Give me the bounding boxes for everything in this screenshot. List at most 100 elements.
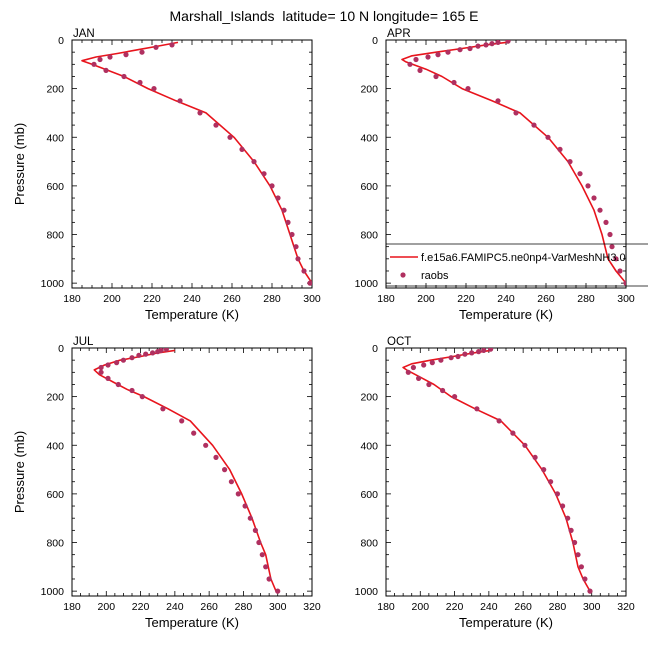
chart-2-y-tick-label: 800 (46, 538, 64, 550)
chart-2-y-tick-label: 200 (46, 392, 64, 404)
chart-0-y-tick-label: 0 (58, 35, 64, 47)
chart-3-model-line (402, 349, 591, 592)
chart-1-x-tick-label: 300 (617, 293, 635, 305)
chart-3-obs-point (532, 454, 538, 460)
chart-1-obs-point (591, 195, 597, 201)
chart-2-obs-point (155, 349, 161, 355)
chart-1-obs-point (425, 54, 431, 60)
chart-3-obs-point (438, 357, 444, 363)
chart-0-x-tick-label: 280 (263, 293, 281, 305)
chart-0-x-tick-label: 180 (63, 293, 81, 305)
chart-3-y-tick-label: 1000 (355, 586, 379, 598)
chart-3-obs-point (481, 348, 487, 353)
chart-1-obs-point (475, 43, 481, 49)
chart-1-obs-point (417, 67, 423, 73)
legend: f.e15a6.FAMIPC5.ne0np4-VarMeshNH3.0 raob… (386, 243, 648, 287)
chart-1-obs-point (585, 183, 591, 189)
chart-0-obs-point (307, 280, 312, 286)
chart-2-x-tick-label: 200 (98, 601, 116, 613)
chart-0-y-tick-label: 1000 (41, 278, 65, 290)
chart-2-x-tick-label: 220 (132, 601, 150, 613)
chart-3-x-tick-label: 280 (549, 601, 567, 613)
chart-2-obs-point (191, 430, 197, 436)
chart-0-x-tick-label: 300 (303, 293, 321, 305)
chart-3-obs-point (426, 381, 432, 388)
chart-0-obs-point (301, 268, 307, 274)
chart-1-obs-point (413, 56, 419, 63)
chart-1-obs-point (407, 61, 413, 67)
chart-1-x-tick-label: 260 (537, 293, 555, 305)
chart-1-plot-frame (385, 39, 627, 289)
chart-3-obs-point (429, 360, 435, 366)
chart-3-x-tick-label: 320 (617, 601, 635, 613)
chart-1-y-tick-label: 200 (360, 84, 378, 96)
chart-1-y-tick-label: 0 (372, 35, 378, 47)
chart-0-obs-point (285, 219, 291, 225)
chart-3-obs-point (474, 406, 480, 412)
chart-3-obs-point (410, 364, 416, 371)
chart-2-x-tick-label: 180 (63, 601, 81, 613)
chart-3-obs-point (548, 479, 554, 485)
chart-2-obs-point (263, 564, 269, 570)
chart-1-y-tick-label: 1000 (355, 278, 379, 290)
chart-0-x-axis-label: Temperature (K) (145, 307, 239, 322)
chart-3-y-tick-label: 600 (360, 489, 378, 501)
legend-model-label: f.e15a6.FAMIPC5.ne0np4-VarMeshNH3.0 (421, 252, 626, 264)
chart-0-y-tick-label: 800 (46, 230, 64, 242)
chart-1-obs-point (451, 79, 457, 86)
chart-1-obs-point (531, 122, 537, 128)
chart-2-obs-point (256, 539, 262, 546)
chart-2-obs-point (114, 360, 120, 366)
chart-2-obs-point (247, 515, 253, 521)
panel-apr: 180 200 220 240 260 280 300 0 200 400 600 800 1000 AP… (355, 28, 635, 322)
chart-3-y-tick-label: 0 (372, 343, 378, 355)
chart-0-obs-point (261, 171, 267, 177)
chart-2-obs-point (136, 352, 142, 358)
chart-2-obs-point (120, 357, 126, 363)
chart-3-obs-point (455, 353, 461, 360)
chart-3-obs-point (448, 355, 454, 361)
chart-2-obs-point (143, 351, 149, 357)
chart-0-y-tick-label: 400 (46, 132, 64, 144)
chart-3-obs-point (405, 369, 411, 375)
chart-0-obs-point (177, 98, 183, 104)
chart-3-obs-point (522, 442, 528, 448)
chart-3-plot-frame (385, 347, 627, 597)
chart-2-plot-frame (71, 347, 313, 597)
chart-1-obs-point (483, 42, 489, 48)
chart-0-obs-point (97, 56, 103, 63)
chart-3-obs-point (554, 491, 561, 497)
chart-0-obs-point (153, 44, 159, 50)
chart-3-obs-point (578, 564, 585, 570)
chart-1-y-tick-label: 600 (360, 181, 378, 193)
chart-1-obs-point (505, 40, 511, 44)
legend-obs-marker (400, 272, 406, 278)
chart-0-obs-point (275, 195, 281, 201)
chart-1-obs-point (465, 86, 471, 92)
chart-0-x-tick-label: 260 (223, 293, 241, 305)
chart-1-obs-point (597, 207, 603, 213)
chart-0-y-axis-label: Pressure (mb) (12, 123, 27, 205)
chart-1-obs-point (545, 134, 551, 140)
chart-3-obs-point (572, 539, 578, 546)
chart-3-obs-point (452, 394, 458, 400)
chart-0-obs-point (269, 183, 275, 189)
chart-2-x-tick-label: 300 (269, 601, 287, 613)
chart-2-obs-point (213, 454, 219, 460)
chart-2-obs-point (129, 387, 135, 394)
figure-title: Marshall_Islands latitude= 10 N longitud… (169, 8, 479, 24)
chart-0-x-tick-label: 240 (183, 293, 201, 305)
legend-obs-label: raobs (421, 270, 449, 282)
chart-1-x-tick-label: 220 (457, 293, 475, 305)
chart-3-obs-point (568, 527, 574, 534)
chart-0-x-tick-label: 220 (143, 293, 161, 305)
chart-0-obs-point (289, 231, 295, 238)
chart-0-panel-label: JAN (73, 28, 95, 40)
chart-1-obs-point (609, 244, 615, 250)
chart-0-obs-point (121, 73, 127, 80)
chart-2-x-tick-label: 320 (303, 601, 321, 613)
chart-2-obs-point (115, 381, 121, 388)
chart-0-obs-point (251, 159, 257, 165)
chart-2-obs-point (252, 527, 258, 534)
chart-3-obs-point (416, 375, 422, 381)
